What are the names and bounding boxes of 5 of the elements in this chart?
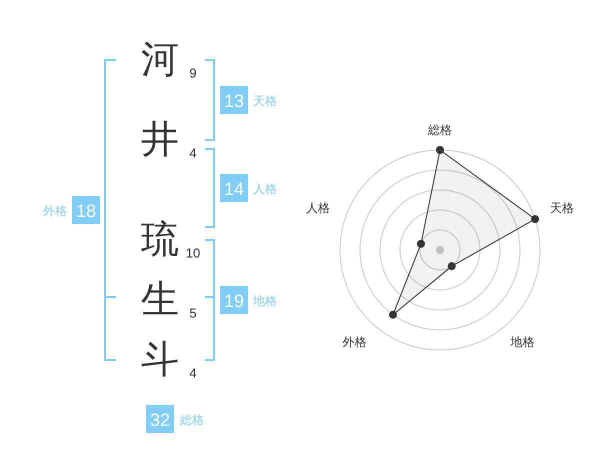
data-label: 19	[224, 291, 244, 311]
data-label: 13	[224, 91, 244, 111]
data-label: 32	[150, 410, 170, 430]
data-label: 14	[224, 179, 244, 199]
data-label: 18	[76, 201, 96, 221]
